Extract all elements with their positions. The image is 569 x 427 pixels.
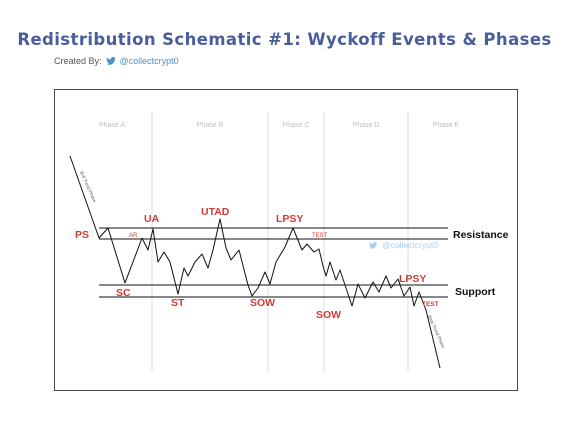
event-utad: UTAD xyxy=(201,206,230,218)
support-label: Support xyxy=(455,286,496,298)
event-sc: SC xyxy=(116,287,131,299)
page-title: Redistribution Schematic #1: Wyckoff Eve… xyxy=(17,30,552,49)
event-sow-2: SOW xyxy=(316,309,341,321)
following-trend-label: Bear Trend Phase xyxy=(427,314,446,349)
preceding-trend-label: Bull Trend Phase xyxy=(79,170,97,203)
event-lpsy-2: LPSY xyxy=(399,273,426,285)
phase-e-label: Phase E xyxy=(433,122,460,129)
event-st: ST xyxy=(171,297,185,309)
event-ua: UA xyxy=(144,213,160,225)
event-sow-1: SOW xyxy=(250,297,275,309)
watermark-text: @collectcrypt0 xyxy=(382,240,438,250)
credit-line: Created By: @collectcrypt0 xyxy=(54,56,179,66)
price-path xyxy=(69,155,441,369)
credit-handle: @collectcrypt0 xyxy=(119,56,179,66)
phase-d-label: Phase D xyxy=(353,122,380,129)
twitter-bird-icon xyxy=(105,57,116,65)
phase-a-label: Phase A xyxy=(99,122,125,129)
credit-prefix: Created By: xyxy=(54,56,102,66)
event-lpsy-1: LPSY xyxy=(276,213,303,225)
watermark-bird-icon xyxy=(369,242,378,249)
event-test-1: TEST xyxy=(312,233,328,239)
event-ps: PS xyxy=(75,229,89,241)
resistance-label: Resistance xyxy=(453,229,509,241)
event-ar: AR xyxy=(129,233,138,239)
phase-b-label: Phase B xyxy=(197,122,224,129)
phase-c-label: Phase C xyxy=(283,122,310,129)
diagram-frame xyxy=(54,89,518,391)
event-test-2: TEST xyxy=(422,301,439,308)
